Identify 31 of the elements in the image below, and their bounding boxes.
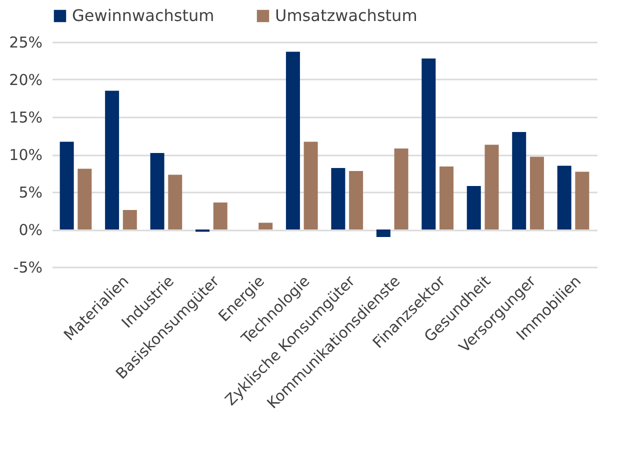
y-tick-label: -5%: [13, 258, 42, 276]
bar: [213, 202, 228, 230]
bar: [286, 52, 300, 230]
bar: [530, 156, 544, 230]
bar: [376, 230, 390, 237]
y-tick-label: 15%: [9, 108, 42, 126]
bar: [575, 172, 590, 230]
y-tick-label: 5%: [18, 184, 42, 202]
bar: [349, 171, 364, 230]
bar: [122, 210, 137, 230]
bar: [258, 222, 273, 230]
bar: [60, 142, 74, 230]
y-tick-label: 25%: [9, 34, 42, 52]
bar: [331, 168, 346, 230]
bar: [150, 153, 164, 230]
bar: [105, 90, 120, 230]
legend-label: Umsatzwachstum: [275, 6, 418, 25]
bar: [466, 186, 481, 230]
y-tick-label: 20%: [9, 71, 42, 89]
legend-label: Gewinnwachstum: [72, 6, 214, 25]
bar: [422, 58, 436, 230]
y-tick-label: 10%: [9, 146, 42, 164]
y-tick-label: 0%: [18, 221, 42, 239]
bar: [484, 144, 499, 230]
bar: [78, 168, 92, 230]
bar: [168, 174, 182, 230]
bar: [304, 142, 318, 230]
bar: [439, 166, 454, 230]
bar: [394, 148, 408, 230]
bar: [557, 166, 572, 230]
bar: [512, 132, 526, 230]
